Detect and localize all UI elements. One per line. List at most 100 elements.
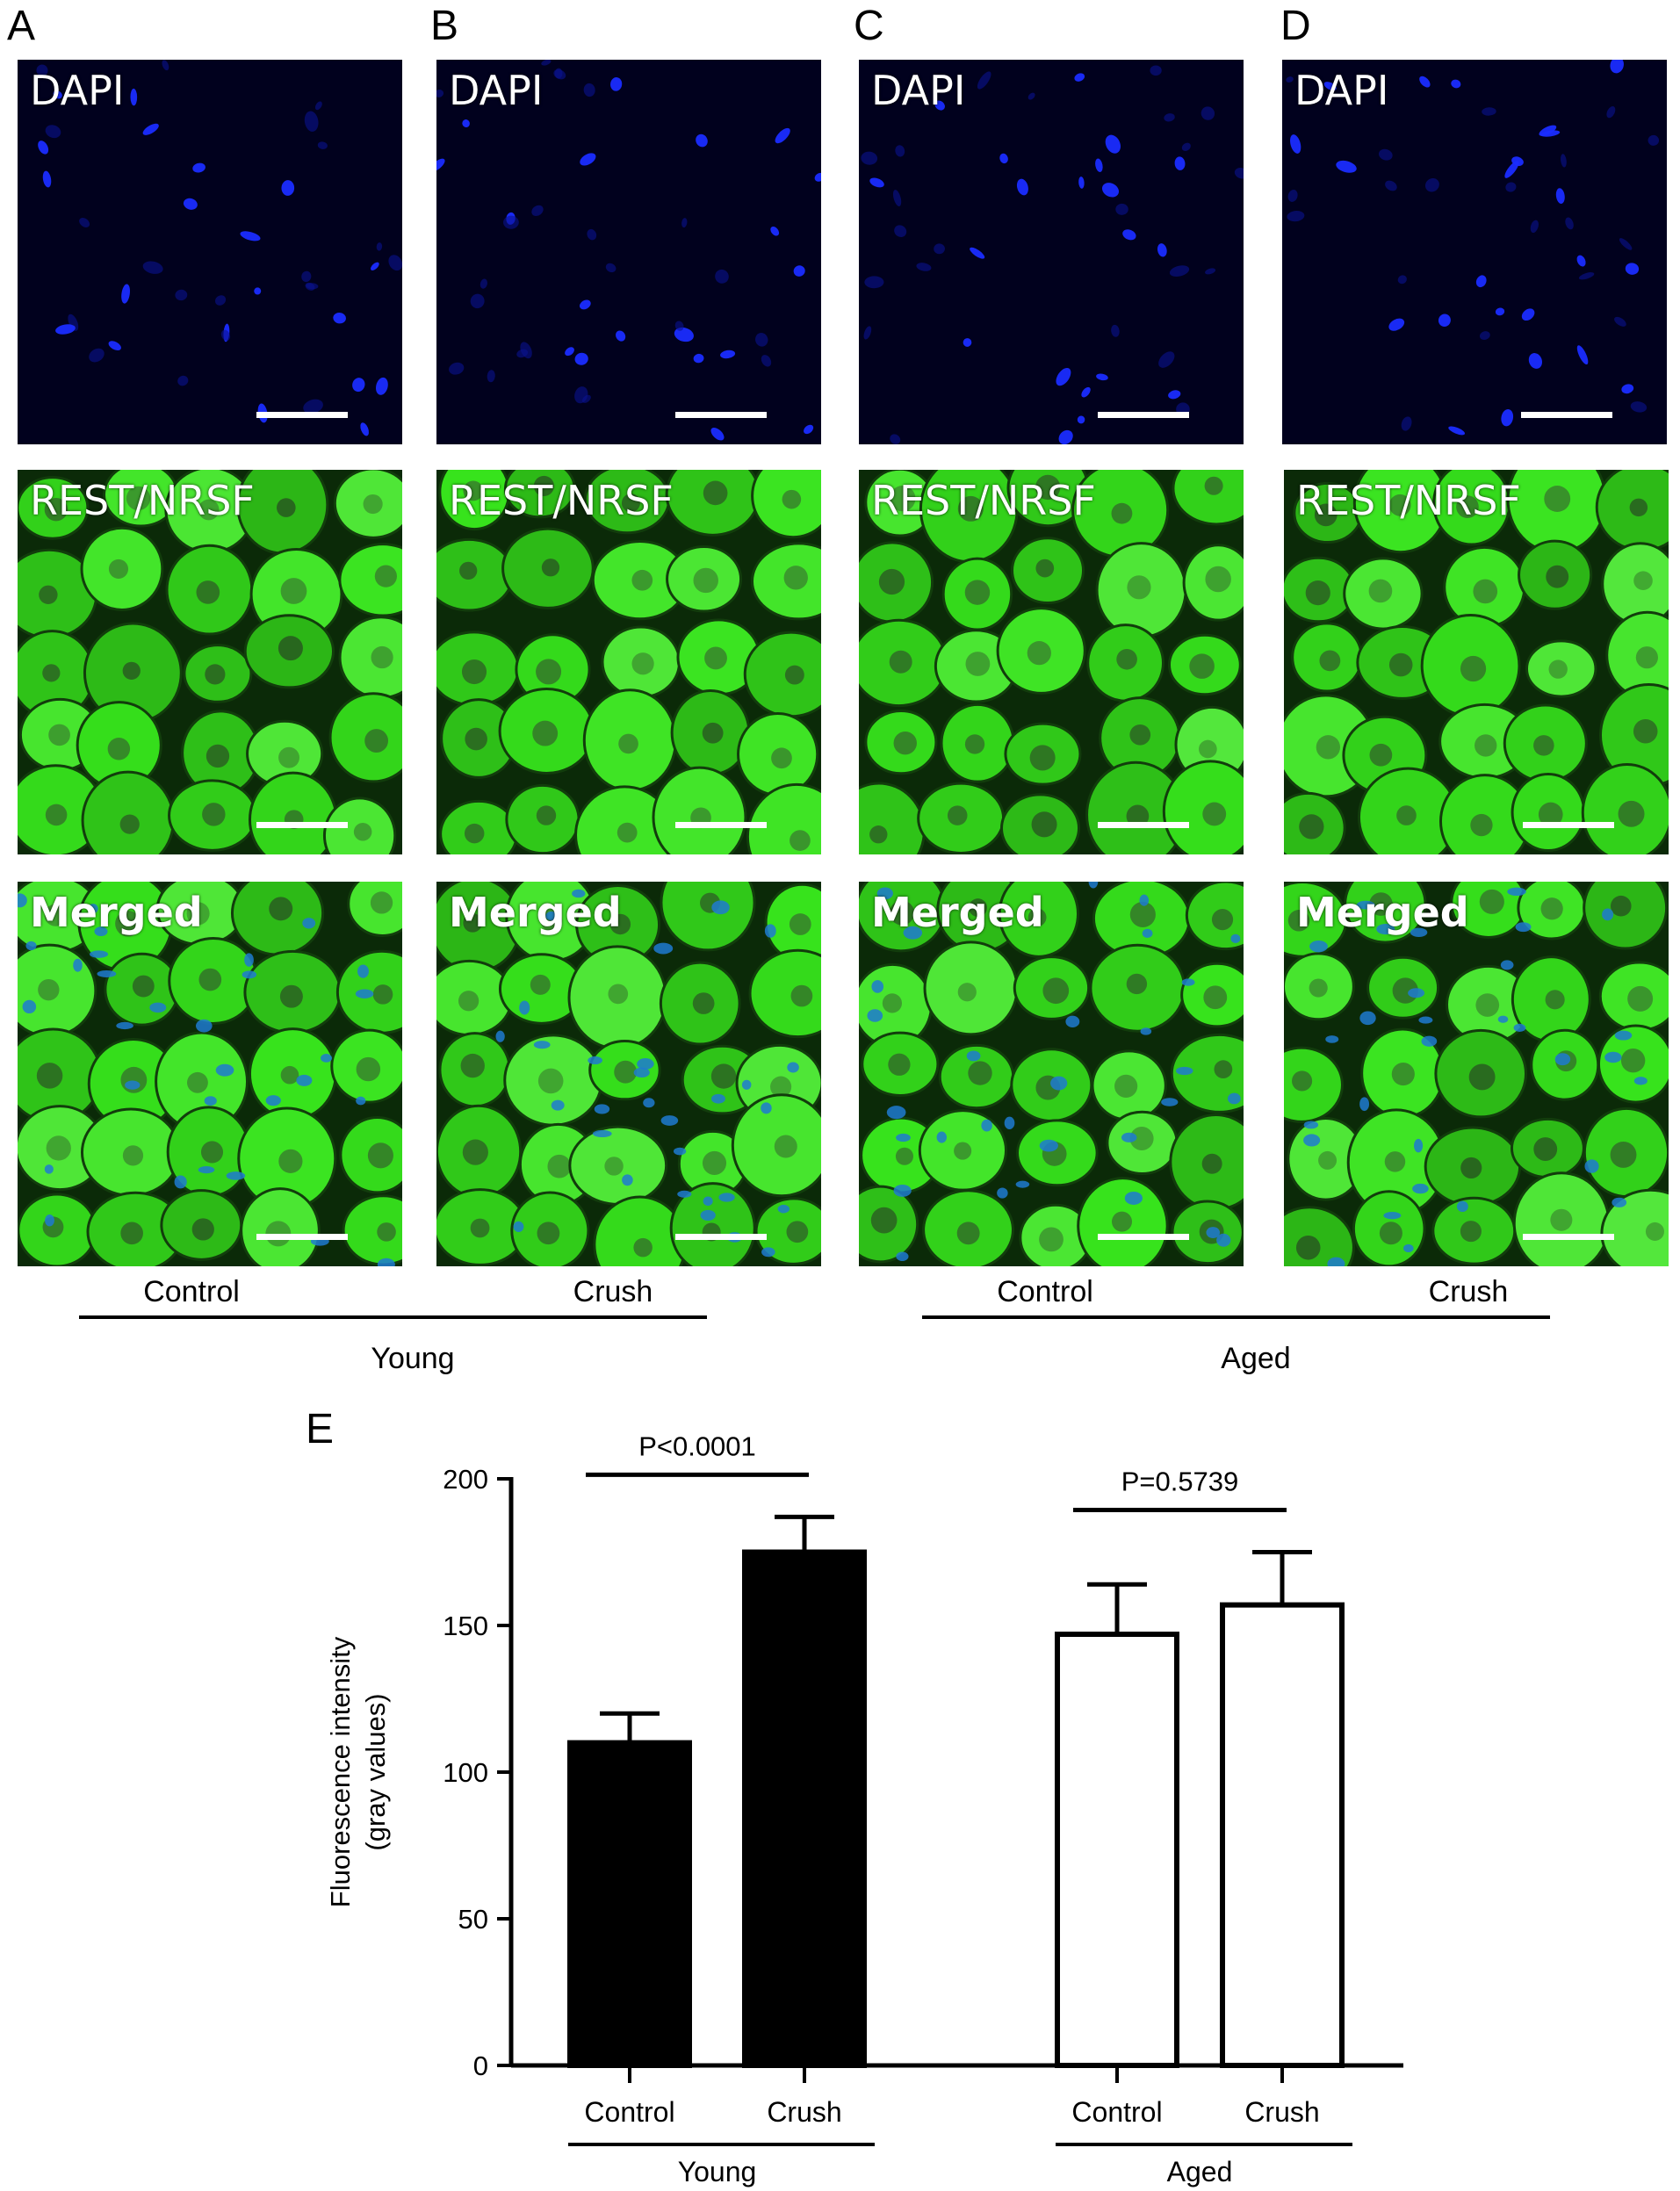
nucleus	[45, 1214, 54, 1227]
panel-letter-d: D	[1280, 3, 1311, 49]
nucleus	[1157, 243, 1167, 257]
merged-micrograph: Merged	[859, 882, 1244, 1266]
nucleus	[360, 422, 369, 436]
neuron-nucleus	[1633, 571, 1653, 590]
condition-label: Control	[143, 1275, 240, 1308]
nucleus	[244, 953, 254, 967]
scale-bar	[1098, 822, 1189, 828]
neuron-nucleus	[463, 480, 484, 501]
neuron-nucleus	[1533, 735, 1554, 756]
neuron-nucleus	[269, 897, 293, 921]
nucleus	[44, 1164, 54, 1174]
nucleus	[981, 1119, 992, 1132]
neuron-nucleus	[1295, 1235, 1321, 1260]
scale-bar	[256, 412, 348, 418]
merged-micrograph: Merged	[1284, 882, 1669, 1266]
nucleus	[1521, 308, 1535, 321]
nucleus	[970, 247, 985, 259]
nucleus	[1501, 409, 1514, 427]
nucleus	[1578, 272, 1595, 280]
nucleus	[436, 158, 445, 172]
neuron-nucleus	[205, 664, 226, 685]
nucleus	[583, 83, 595, 97]
neuron-nucleus	[964, 734, 985, 754]
neuron-nucleus	[965, 652, 991, 676]
scale-bar	[675, 822, 767, 828]
nucleus	[1451, 79, 1461, 89]
nucleus	[1164, 113, 1175, 122]
nucleus	[1584, 1159, 1599, 1173]
neuron-nucleus	[703, 480, 728, 506]
neuron-nucleus	[1645, 1222, 1664, 1241]
nucleus	[677, 1190, 692, 1198]
cells-layer	[1284, 882, 1669, 1266]
neuron-nucleus	[1031, 811, 1057, 838]
neuron-nucleus	[1391, 1063, 1415, 1086]
nucleus	[660, 1115, 679, 1126]
nucleus	[580, 153, 596, 166]
panel-letter-a: A	[7, 3, 36, 49]
neuron-nucleus	[1473, 579, 1498, 604]
nucleus	[770, 226, 780, 236]
nucleus	[1555, 188, 1565, 204]
condition-label: Crush	[1428, 1275, 1509, 1308]
micrograph-label: DAPI	[449, 67, 544, 114]
neuron-nucleus	[1127, 575, 1151, 600]
neuron-nucleus	[532, 720, 559, 746]
nucleus	[581, 394, 591, 403]
nucleus	[1004, 1116, 1015, 1129]
neuron-nucleus	[279, 984, 303, 1008]
neuron-nucleus	[200, 1141, 224, 1164]
neuron-nucleus	[631, 569, 653, 591]
nucleus	[281, 180, 295, 196]
neuron-soma	[1162, 760, 1244, 854]
p-value-label: P=0.5739	[1121, 1467, 1239, 1497]
nucleus	[1356, 900, 1375, 910]
neuron-nucleus	[45, 804, 68, 826]
nucleus	[356, 1096, 366, 1106]
neuron-nucleus	[187, 1071, 208, 1093]
nucleus	[1027, 92, 1035, 100]
nucleus	[306, 283, 319, 290]
nucleus	[1497, 1015, 1509, 1023]
nucleus	[711, 1093, 725, 1104]
nucleus	[88, 904, 98, 914]
neuron-nucleus	[44, 497, 68, 522]
nucleus	[479, 278, 488, 289]
nucleus	[693, 353, 704, 364]
y-tick-label: 50	[458, 1904, 488, 1935]
group-label-aged: Aged	[1221, 1342, 1291, 1375]
dapi-micrograph: DAPI	[436, 60, 821, 444]
nucleus	[487, 370, 495, 383]
nucleus	[116, 1021, 133, 1030]
neuron-nucleus	[1368, 579, 1393, 603]
nucleus	[1287, 189, 1298, 202]
nucleus	[1378, 148, 1393, 161]
nucleus	[94, 926, 108, 937]
nucleus	[333, 313, 346, 324]
neuron-nucleus	[1475, 734, 1497, 757]
neuron-nucleus	[1287, 910, 1310, 932]
nucleus	[681, 218, 688, 228]
neuron-soma	[748, 948, 821, 1039]
dapi-micrograph: DAPI	[18, 60, 402, 444]
nucleus	[503, 215, 519, 229]
neuron-nucleus	[969, 898, 988, 918]
nucleus	[997, 1187, 1008, 1199]
neuron-nucleus	[536, 805, 557, 825]
neuron-nucleus	[126, 486, 151, 511]
neuron-nucleus	[888, 1053, 911, 1076]
nucleus	[1206, 1227, 1221, 1238]
neuron-nucleus	[1456, 495, 1479, 518]
nucleus	[352, 378, 365, 393]
nucleus	[1385, 180, 1397, 191]
nucleus	[1303, 1121, 1319, 1129]
neuron-nucleus	[1309, 978, 1328, 998]
scale-bar	[1098, 1234, 1189, 1240]
nucleus	[934, 100, 945, 111]
nucleus	[1528, 353, 1543, 369]
neuron-nucleus	[547, 1154, 572, 1178]
neuron-nucleus	[42, 664, 61, 682]
cells-layer	[18, 470, 402, 854]
nucleus	[68, 314, 79, 331]
